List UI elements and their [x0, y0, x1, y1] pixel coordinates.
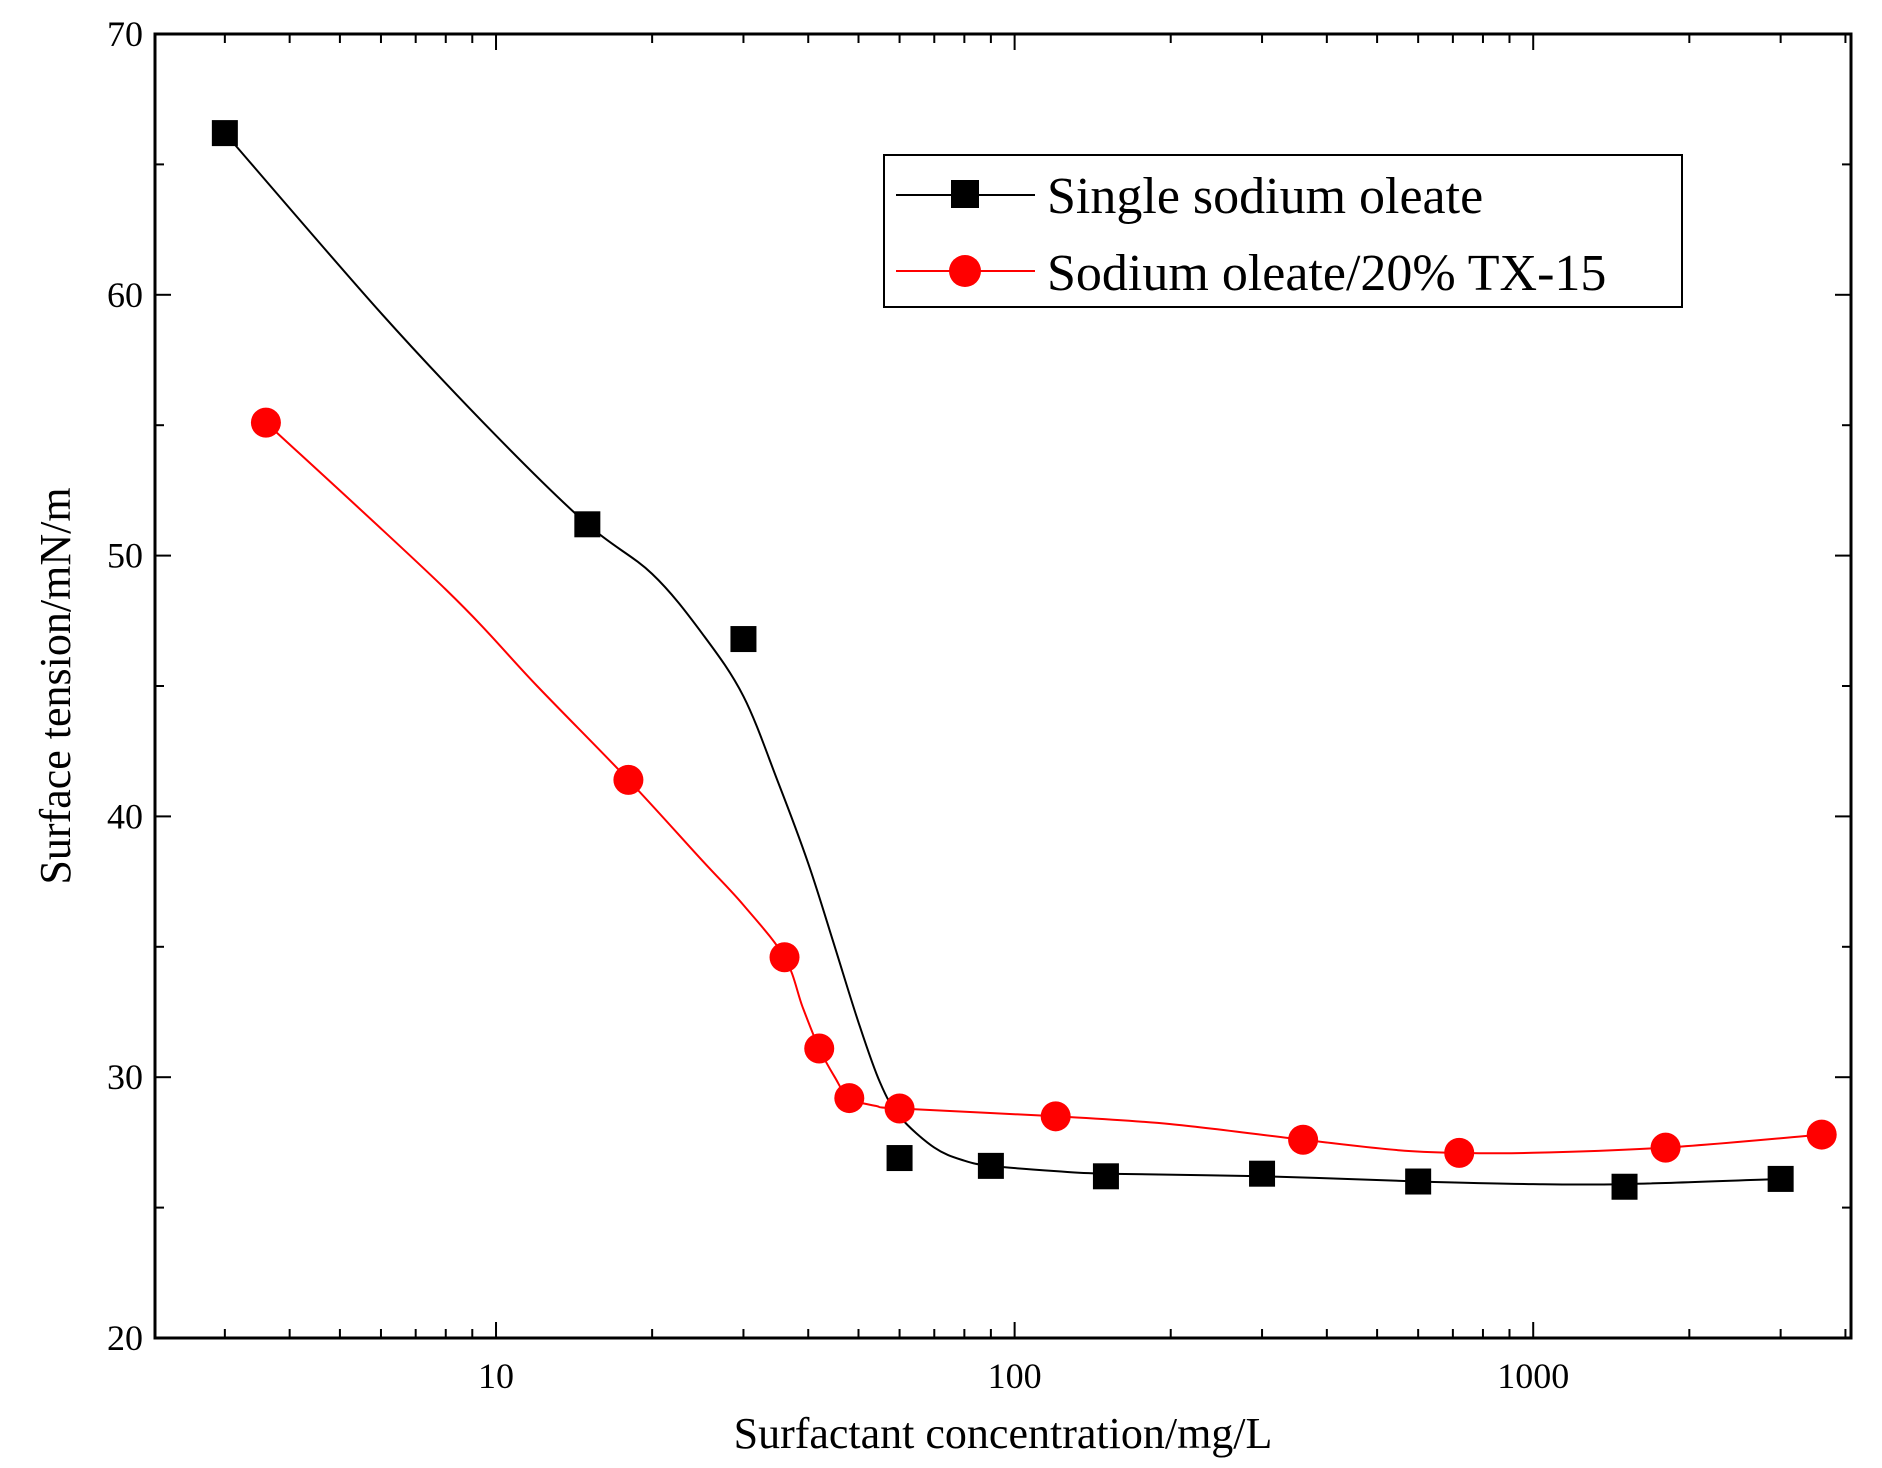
data-point-circle	[804, 1033, 835, 1064]
data-point-square	[574, 511, 601, 538]
y-tick-label: 20	[107, 1318, 143, 1358]
data-point-square	[211, 120, 238, 147]
data-point-circle	[1806, 1119, 1837, 1150]
data-point-square	[1767, 1165, 1794, 1192]
legend-entry-sodium-oleate-tx15: Sodium oleate/20% TX-15	[896, 245, 1606, 302]
x-tick-labels: 10 100 1000	[478, 1356, 1569, 1396]
x-tick-label: 100	[988, 1356, 1042, 1396]
x-axis-title: Surfactant concentration/mg/L	[734, 1409, 1273, 1458]
y-tick-label: 70	[107, 14, 143, 54]
data-point-square	[1249, 1160, 1276, 1187]
x-tick-label: 1000	[1497, 1356, 1569, 1396]
data-point-square	[730, 626, 757, 653]
series-line-1	[265, 421, 1822, 1155]
legend-label-mixture: Sodium oleate/20% TX-15	[1047, 245, 1606, 302]
x-tick-label: 10	[478, 1356, 514, 1396]
legend-marker-square	[951, 180, 979, 208]
data-point-circle	[769, 942, 800, 973]
tick-marks	[155, 33, 1851, 1339]
data-point-square	[977, 1152, 1004, 1179]
data-point-square	[1611, 1173, 1638, 1200]
y-tick-label: 40	[107, 796, 143, 836]
data-point-square	[886, 1145, 913, 1172]
data-point-circle	[613, 764, 644, 795]
data-point-circle	[1444, 1137, 1475, 1168]
data-point-circle	[884, 1093, 915, 1124]
data-point-circle	[1040, 1101, 1071, 1132]
data-point-square	[1092, 1163, 1119, 1190]
data-point-circle	[1650, 1132, 1681, 1163]
y-tick-label: 60	[107, 275, 143, 315]
series-layer	[211, 120, 1837, 1200]
data-point-square	[1405, 1168, 1432, 1195]
y-tick-label: 50	[107, 536, 143, 576]
legend-label-single: Single sodium oleate	[1047, 168, 1483, 225]
y-tick-labels: 20 30 40 50 60 70	[107, 14, 143, 1358]
legend-box	[883, 154, 1683, 308]
data-point-circle	[834, 1083, 865, 1114]
legend-marker-circle	[949, 255, 981, 287]
data-point-circle	[1288, 1124, 1319, 1155]
data-point-circle	[250, 407, 281, 438]
legend: Single sodium oleate Sodium oleate/20% T…	[883, 154, 1683, 308]
y-axis-title: Surface tension/mN/m	[31, 487, 80, 884]
legend-entry-single-sodium-oleate: Single sodium oleate	[896, 168, 1483, 225]
y-tick-label: 30	[107, 1057, 143, 1097]
